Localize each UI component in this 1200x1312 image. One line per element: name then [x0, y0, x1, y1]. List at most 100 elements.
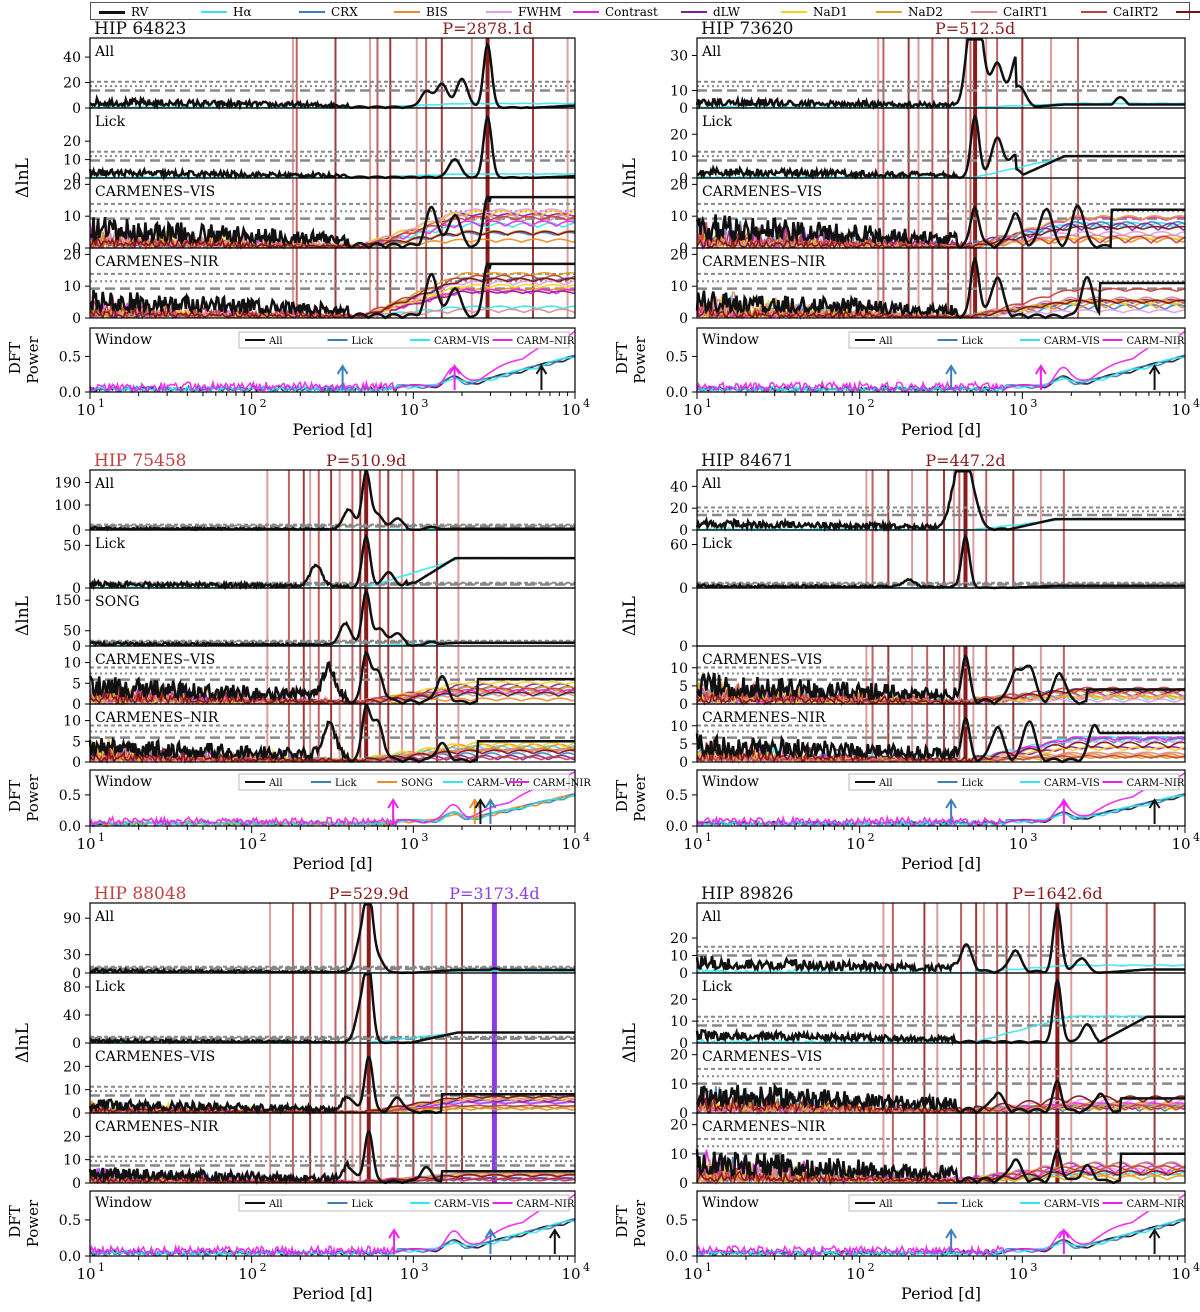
legend-entry-cairt1: CaIRT1 [971, 4, 1076, 20]
panel-label: CARMENES–NIR [702, 710, 826, 726]
panel-lick: Lick 0 40 80 [63, 972, 576, 1052]
alias-arrow-head [548, 1228, 561, 1239]
x-tick-exponent: 4 [1193, 831, 1200, 844]
panel-all: All 010 20 [670, 902, 1186, 982]
window-legend-label: All [268, 1199, 283, 1210]
panel-all: All 0 100 190 [54, 469, 576, 539]
rv-periodogram-line [695, 977, 1185, 1046]
panel-carmenes-nir: CARMENES–NIR 0 5 10 [63, 703, 576, 771]
y-axis-label: ΔlnL [620, 596, 640, 636]
period-label: P=529.9d [329, 884, 409, 903]
dft-label: DFT [613, 780, 631, 812]
panel-carmenes-nir: CARMENES–NIR 0 10 20 [63, 247, 576, 327]
legend-entry-contrast: Contrast [573, 4, 678, 20]
x-axis-label: Period [d] [293, 854, 373, 873]
y-tick-label: 80 [63, 980, 81, 996]
window-legend-label: Lick [962, 336, 984, 347]
legend-swatch [299, 11, 325, 13]
panel-frame [696, 972, 1186, 1044]
panel-lick: Lick 0 10 20 [63, 107, 576, 187]
period-label: P=447.2d [925, 451, 1005, 470]
y-tick-label: 30 [63, 948, 81, 964]
legend-entry-nad1: NaD1 [781, 4, 871, 20]
y-tick-label: 20 [63, 1059, 81, 1075]
window-function-curve [696, 356, 1186, 394]
y-tick-label: 60 [670, 538, 688, 554]
x-tick-label: 10 [1171, 1265, 1190, 1283]
y-tick-label: 0 [679, 311, 688, 327]
dft-y-tick-label: 0.5 [59, 1213, 81, 1229]
star-title: HIP 88048 [94, 884, 186, 904]
window-legend-label: CARM–VIS [1044, 778, 1100, 789]
legend-swatch [1081, 11, 1107, 13]
panel-frame [696, 247, 1186, 319]
panel-frame [696, 529, 1186, 589]
alias-arrow-head [535, 364, 548, 375]
y-tick-label: 10 [670, 719, 688, 735]
x-tick-exponent: 3 [1030, 1261, 1037, 1274]
x-axis-label: Period [d] [293, 420, 373, 439]
alias-arrow-head [1058, 798, 1070, 809]
y-tick-label: 10 [63, 656, 81, 672]
x-tick-label: 10 [561, 401, 580, 419]
star-title: HIP 84671 [701, 451, 793, 471]
y-tick-label: 20 [63, 1129, 81, 1145]
panel-all: All 010 30 [670, 37, 1186, 117]
dft-label: DFT [613, 342, 631, 374]
x-tick-exponent: 1 [98, 831, 105, 844]
window-legend-label: Lick [352, 336, 374, 347]
activity-indicator-curve [696, 299, 1186, 320]
y-tick-label: 0 [679, 1036, 688, 1052]
legend-label: NaD2 [908, 5, 943, 19]
y-tick-label: 20 [670, 501, 688, 517]
window-frame [696, 327, 1186, 393]
y-tick-label: 0 [679, 755, 688, 771]
x-tick-exponent: 1 [705, 397, 712, 410]
x-tick-label: 10 [1009, 835, 1028, 853]
window-panel: Window All Lick SONG CARM–VIS CARM–NIR 0.0 0.5 D… [6, 769, 591, 873]
x-tick-exponent: 2 [260, 397, 267, 410]
legend-swatch [486, 11, 512, 13]
y-tick-label: 0 [72, 101, 81, 117]
panel-all: All 0 30 90 [63, 902, 576, 982]
window-legend-label: Lick [962, 1199, 984, 1210]
y-tick-label: 10 [670, 84, 688, 100]
y-axis-label: ΔlnL [13, 1023, 33, 1063]
panel-label: Lick [702, 536, 733, 552]
dft-y-tick-label: 0.5 [59, 349, 81, 365]
y-tick-label: 0 [679, 697, 688, 713]
y-tick-label: 150 [54, 593, 81, 609]
y-tick-label: 10 [63, 209, 81, 225]
rv-periodogram-line [695, 256, 1185, 320]
legend-entry-crx: CRX [299, 4, 391, 20]
x-tick-exponent: 2 [260, 1261, 267, 1274]
rv-periodogram-line [695, 204, 1185, 250]
legend-entry-dlw: dLW [681, 4, 777, 20]
y-tick-label: 10 [670, 1077, 688, 1093]
y-tick-label: 20 [670, 931, 688, 947]
rv-periodogram-line [89, 195, 575, 250]
y-tick-label: 20 [670, 1118, 688, 1134]
legend-label: FWHM [518, 5, 562, 19]
window-frame [89, 1190, 576, 1257]
x-tick-exponent: 3 [421, 1261, 428, 1274]
panel-frame [89, 902, 576, 974]
window-legend-box [848, 773, 1180, 791]
window-legend-label: CARM–VIS [434, 1199, 490, 1210]
alias-arrow-head [474, 798, 487, 809]
power-label: Power [24, 773, 42, 821]
alias-arrow-head [945, 1228, 957, 1239]
legend-label: CRX [331, 5, 358, 19]
y-tick-label: 10 [670, 1014, 688, 1030]
star-block-hip-88048: HIP 88048 P=529.9d P=3173.4dΔlnLAll03090Li… [6, 884, 590, 1303]
window-legend-label: CARM–NIR [1127, 1199, 1185, 1210]
legend-swatch [573, 11, 599, 13]
power-label: Power [24, 335, 42, 383]
window-panel: Window All Lick CARM–VIS CARM–NIR 0.0 0.5 DFT Po… [6, 327, 590, 439]
y-tick-label: 30 [670, 49, 688, 65]
panel-label: Lick [95, 536, 126, 552]
panel-frame [696, 703, 1186, 763]
x-tick-label: 10 [400, 835, 419, 853]
panel-label: CARMENES–VIS [95, 1049, 215, 1065]
y-tick-label: 20 [63, 76, 81, 92]
